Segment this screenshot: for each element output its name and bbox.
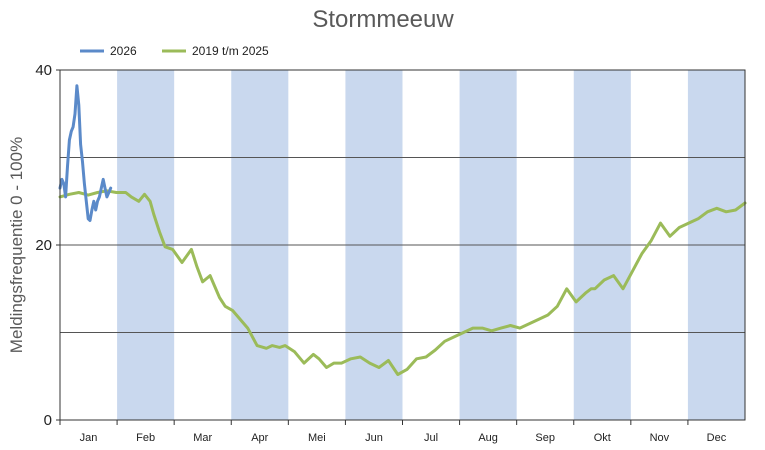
x-tick-label-feb: Feb bbox=[136, 432, 155, 444]
x-tick-label-dec: Dec bbox=[707, 432, 727, 444]
x-tick-label-aug: Aug bbox=[478, 432, 498, 444]
y-tick-label-0: 0 bbox=[44, 412, 52, 429]
legend-label-2026: 2026 bbox=[110, 44, 137, 58]
x-tick-label-mar: Mar bbox=[193, 432, 212, 444]
plot-frame bbox=[59, 69, 746, 421]
x-tick-label-nov: Nov bbox=[650, 432, 670, 444]
x-tick-label-apr: Apr bbox=[251, 432, 268, 444]
series-line-2026 bbox=[58, 84, 113, 222]
y-axis-label: Meldingsfrequentie 0 - 100% bbox=[7, 137, 26, 353]
x-tick-label-okt: Okt bbox=[594, 432, 611, 444]
y-axis-ticks: 0 20 40 bbox=[35, 62, 60, 429]
x-tick-label-jan: Jan bbox=[80, 432, 98, 444]
y-tick-label-40: 40 bbox=[35, 62, 52, 79]
y-tick-label-20: 20 bbox=[35, 237, 52, 254]
x-tick-label-jul: Jul bbox=[424, 432, 438, 444]
chart-title: Stormmeeuw bbox=[312, 6, 454, 33]
series-line-2019-t-m-2025 bbox=[58, 189, 747, 376]
x-axis-ticks: Jan Feb Mar Apr Mei Jun Jul Aug Sep Okt Nov Dec bbox=[59, 420, 727, 444]
series-lines bbox=[58, 84, 747, 376]
x-tick-label-jun: Jun bbox=[365, 432, 383, 444]
x-tick-label-mei: Mei bbox=[308, 432, 326, 444]
gridlines bbox=[60, 157, 745, 333]
legend-label-2019-2025: 2019 t/m 2025 bbox=[192, 44, 269, 58]
legend: 2026 2019 t/m 2025 bbox=[80, 44, 269, 58]
x-tick-label-sep: Sep bbox=[535, 432, 555, 444]
